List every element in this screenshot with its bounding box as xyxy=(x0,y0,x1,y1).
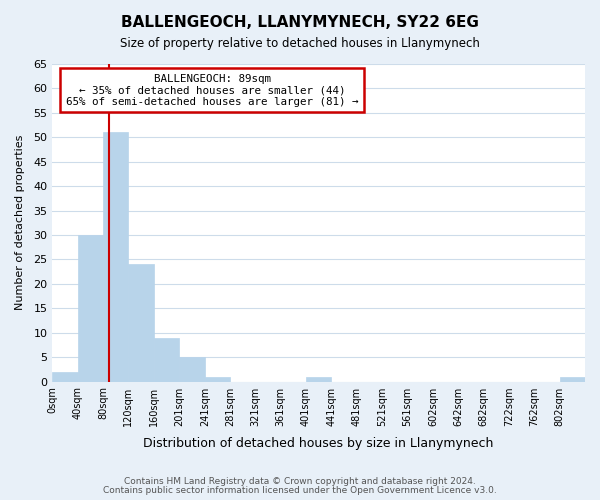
Text: BALLENGEOCH, LLANYMYNECH, SY22 6EG: BALLENGEOCH, LLANYMYNECH, SY22 6EG xyxy=(121,15,479,30)
Bar xyxy=(52,372,77,382)
Bar xyxy=(128,264,154,382)
Bar xyxy=(77,235,103,382)
Bar xyxy=(205,376,230,382)
Text: Contains public sector information licensed under the Open Government Licence v3: Contains public sector information licen… xyxy=(103,486,497,495)
Text: Size of property relative to detached houses in Llanymynech: Size of property relative to detached ho… xyxy=(120,38,480,51)
Bar xyxy=(179,357,205,382)
Bar xyxy=(306,376,331,382)
X-axis label: Distribution of detached houses by size in Llanymynech: Distribution of detached houses by size … xyxy=(143,437,494,450)
Y-axis label: Number of detached properties: Number of detached properties xyxy=(15,135,25,310)
Text: BALLENGEOCH: 89sqm
← 35% of detached houses are smaller (44)
65% of semi-detache: BALLENGEOCH: 89sqm ← 35% of detached hou… xyxy=(66,74,358,106)
Bar xyxy=(560,376,585,382)
Bar xyxy=(154,338,179,382)
Text: Contains HM Land Registry data © Crown copyright and database right 2024.: Contains HM Land Registry data © Crown c… xyxy=(124,477,476,486)
Bar xyxy=(103,132,128,382)
